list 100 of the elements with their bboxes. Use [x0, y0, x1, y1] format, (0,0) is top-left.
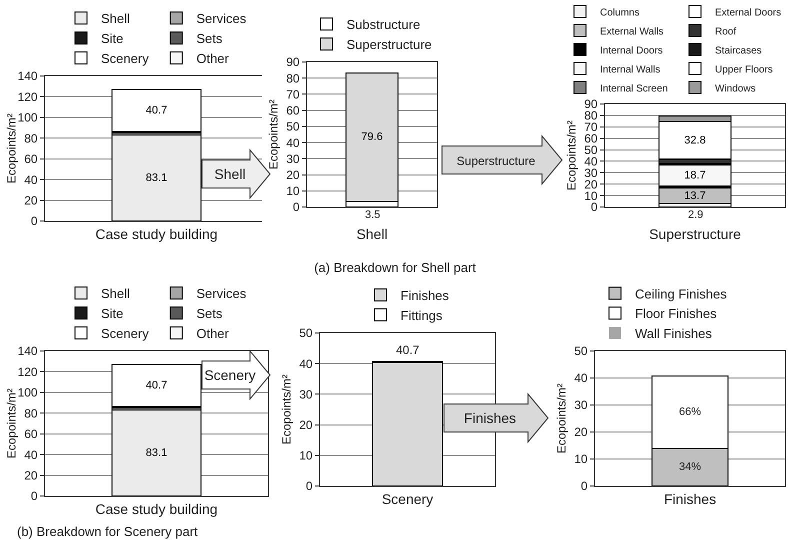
legend-label: Fittings	[400, 308, 443, 323]
y-tick-label: 50	[299, 326, 313, 340]
annotation: 66%	[679, 406, 702, 418]
x-tick-label: Case study building	[95, 226, 218, 242]
legend-label: Staircases	[715, 45, 762, 56]
y-tick-label: 10	[574, 452, 588, 466]
legend-label: Substructure	[346, 17, 420, 32]
y-tick-label: 100	[18, 386, 38, 400]
bar	[111, 409, 202, 496]
y-tick-label: 10	[299, 448, 313, 463]
legend-label: Upper Floors	[715, 64, 773, 76]
y-tick-label: 0	[30, 214, 38, 228]
y-tick-label: 50	[574, 344, 588, 358]
y-tick-label: 40	[299, 356, 313, 371]
y-tick-label: 40	[574, 371, 588, 386]
legend-label: Wall Finishes	[635, 326, 712, 342]
y-tick-label: 30	[299, 387, 313, 402]
y-tick-label: 20	[299, 418, 313, 432]
legend-label: Floor Finishes	[635, 306, 718, 322]
y-axis-title: Ecopoints/m²	[554, 383, 568, 454]
y-tick-label: 20	[24, 468, 38, 482]
text: Superstructure	[456, 154, 536, 168]
y-tick-label: 0	[590, 200, 598, 214]
annotation: 34%	[679, 461, 702, 473]
y-axis-title: Ecopoints/m²	[280, 374, 294, 444]
data-label: 79.6	[361, 131, 383, 144]
legend-label: Columns	[600, 7, 640, 18]
y-tick-label: 120	[18, 90, 38, 104]
data-label: 40.7	[146, 380, 168, 392]
y-tick-label: 80	[286, 71, 300, 86]
legend-label: Site	[101, 31, 124, 46]
legend-label: Internal Doors	[600, 45, 663, 56]
x-tick-label: Superstructure	[649, 226, 742, 242]
text: (a) Breakdown for Shell part	[314, 260, 476, 275]
legend-label: Scenery	[101, 326, 150, 341]
legend-label: Shell	[101, 286, 130, 302]
legend-label: External Walls	[600, 26, 664, 38]
y-axis-title: Ecopoints/m²	[4, 113, 18, 184]
y-tick-label: 0	[580, 479, 588, 494]
y-tick-label: 10	[286, 184, 300, 198]
y-tick-label: 40	[584, 154, 598, 168]
legend-label: Services	[196, 286, 247, 302]
y-axis-title: Ecopoints/m²	[4, 388, 18, 458]
y-tick-label: 60	[24, 152, 38, 166]
total-label: 40.7	[396, 343, 420, 357]
y-tick-label: 120	[18, 364, 38, 379]
legend-label: Scenery	[101, 50, 150, 66]
y-tick-label: 0	[30, 489, 38, 504]
x-tick-label: Shell	[356, 226, 388, 242]
y-tick-label: 30	[574, 398, 588, 412]
data-label: 32.8	[684, 134, 706, 146]
legend-label: Sets	[196, 306, 223, 322]
y-tick-label: 90	[584, 97, 598, 112]
legend-label: Windows	[715, 83, 756, 94]
y-tick-label: 10	[584, 188, 598, 203]
legend-label: Services	[196, 11, 247, 26]
y-tick-label: 70	[286, 87, 300, 102]
y-tick-label: 100	[18, 110, 38, 125]
y-tick-label: 90	[286, 55, 300, 70]
annotation: Scenery	[204, 367, 256, 383]
y-tick-label: 20	[24, 193, 38, 208]
legend-label: Other	[196, 326, 230, 341]
text: (b) Breakdown for Scenery part	[17, 524, 198, 539]
legend-label: Superstructure	[346, 37, 432, 52]
annotation: Shell	[214, 166, 246, 182]
y-tick-label: 80	[24, 406, 38, 420]
legend-label: Roof	[715, 26, 736, 38]
y-tick-label: 0	[306, 479, 313, 494]
y-tick-label: 20	[286, 168, 300, 182]
y-tick-label: 80	[24, 131, 38, 146]
y-tick-label: 60	[286, 104, 300, 118]
bar	[111, 89, 202, 132]
annotation: 2.9	[688, 209, 704, 221]
y-tick-label: 30	[286, 152, 300, 166]
y-tick-label: 20	[584, 177, 598, 192]
data-label: 40.7	[146, 104, 168, 117]
data-label: 83.1	[146, 446, 168, 459]
y-tick-label: 0	[292, 200, 300, 214]
y-tick-label: 50	[286, 120, 300, 134]
legend-label: Shell	[101, 11, 130, 26]
y-axis-title: Ecopoints/m²	[564, 120, 578, 190]
y-tick-label: 140	[18, 344, 38, 358]
legend-label: Finishes	[400, 288, 450, 303]
y-tick-label: 40	[24, 172, 38, 187]
data-label: 13.7	[684, 190, 706, 202]
annotation: 3.5	[365, 209, 380, 221]
legend-label: External Doors	[715, 7, 782, 18]
legend-label: Ceiling Finishes	[635, 286, 728, 302]
legend-label: Other	[196, 50, 230, 66]
legend-label: Site	[101, 306, 124, 322]
legend-label: Internal Screen	[600, 83, 668, 94]
y-axis-title: Ecopoints/m²	[266, 99, 280, 170]
y-tick-label: 40	[24, 448, 38, 462]
y-tick-label: 40	[286, 136, 300, 150]
y-tick-label: 60	[24, 427, 38, 442]
y-tick-label: 20	[574, 425, 588, 440]
data-label: 18.7	[684, 169, 706, 182]
annotation: Finishes	[464, 410, 516, 426]
data-label: 83.1	[146, 172, 168, 184]
y-tick-label: 140	[18, 69, 38, 84]
